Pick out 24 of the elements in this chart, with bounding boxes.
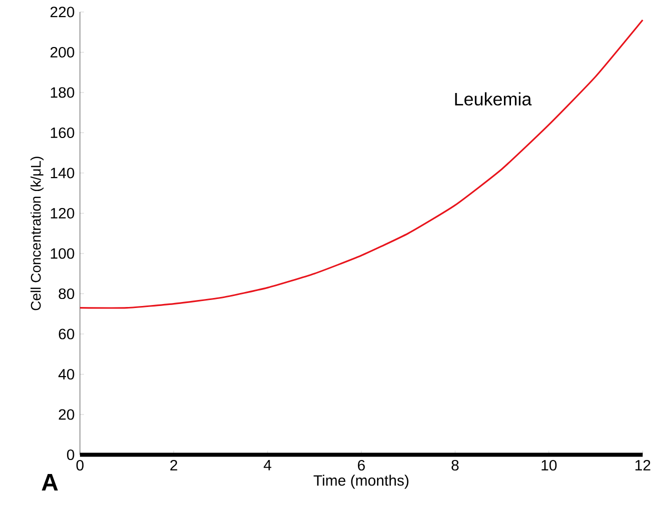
y-tick-label: 220 (50, 6, 74, 18)
x-axis-title: Time (months) (314, 474, 408, 489)
y-tick-label: 100 (50, 248, 74, 259)
x-tick-label: 0 (76, 460, 84, 471)
y-tick-label: 40 (58, 369, 74, 380)
series-label: Leukemia (455, 92, 532, 106)
x-tick-label: 12 (635, 460, 650, 471)
y-tick-label: 160 (50, 128, 74, 138)
x-tick-label: 10 (542, 460, 557, 471)
y-tick-label: 120 (50, 208, 74, 219)
y-tick-label: 20 (58, 409, 74, 420)
text: A (42, 474, 58, 491)
y-tick-label: 80 (58, 288, 74, 300)
y-tick-label: 60 (58, 328, 74, 340)
line-series (79, 19, 644, 309)
x-tick-label: 6 (358, 460, 365, 471)
y-tick-label: 0 (67, 450, 74, 460)
x-tick-label: 4 (264, 460, 272, 470)
y-tick-label: 140 (50, 168, 74, 178)
y-tick-label: 180 (50, 87, 74, 98)
x-tick-label: 8 (452, 460, 459, 471)
y-axis-title: Cell Concentration (k/μL) (30, 156, 44, 310)
x-tick-label: 2 (170, 460, 178, 471)
y-tick-label: 200 (50, 47, 74, 58)
